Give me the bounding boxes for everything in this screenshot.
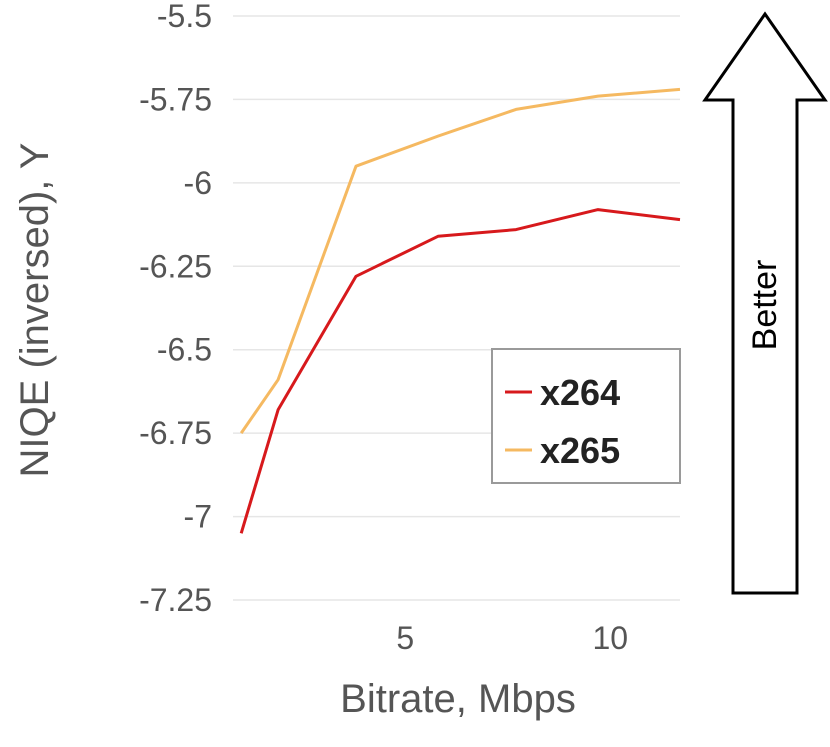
series-line-x264: [239, 208, 681, 534]
legend-box: [491, 348, 681, 484]
up-arrow-icon: [702, 11, 828, 595]
y-tick-label: -6.25: [139, 248, 212, 284]
x-tick-label: 5: [396, 620, 414, 656]
y-tick-label: -7: [184, 499, 212, 535]
legend-label-x264: x264: [540, 372, 620, 413]
y-tick-labels: -5.5 -5.75 -6 -6.25 -6.5 -6.75 -7 -7.25: [139, 0, 212, 618]
better-label: Better: [746, 260, 784, 351]
series-lines: [239, 87, 681, 534]
x-axis-title: Bitrate, Mbps: [340, 677, 576, 721]
y-tick-label: -7.25: [139, 582, 212, 618]
y-tick-label: -5.75: [139, 81, 212, 117]
x-tick-label: 10: [592, 620, 628, 656]
y-tick-label: -5.5: [157, 0, 212, 34]
series-line-x265: [239, 87, 681, 434]
better-annotation: Better: [702, 11, 828, 595]
y-axis-title: NIQE (inversed), Y: [13, 143, 57, 478]
y-tick-label: -6.75: [139, 415, 212, 451]
x-tick-labels: 5 10: [396, 620, 628, 656]
gridlines: [233, 15, 680, 601]
legend-label-x265: x265: [540, 430, 620, 471]
legend: x264 x265: [491, 348, 681, 484]
y-tick-label: -6: [184, 165, 212, 201]
y-tick-label: -6.5: [157, 332, 212, 368]
